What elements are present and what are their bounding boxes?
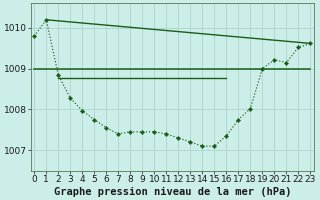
- X-axis label: Graphe pression niveau de la mer (hPa): Graphe pression niveau de la mer (hPa): [53, 186, 291, 197]
